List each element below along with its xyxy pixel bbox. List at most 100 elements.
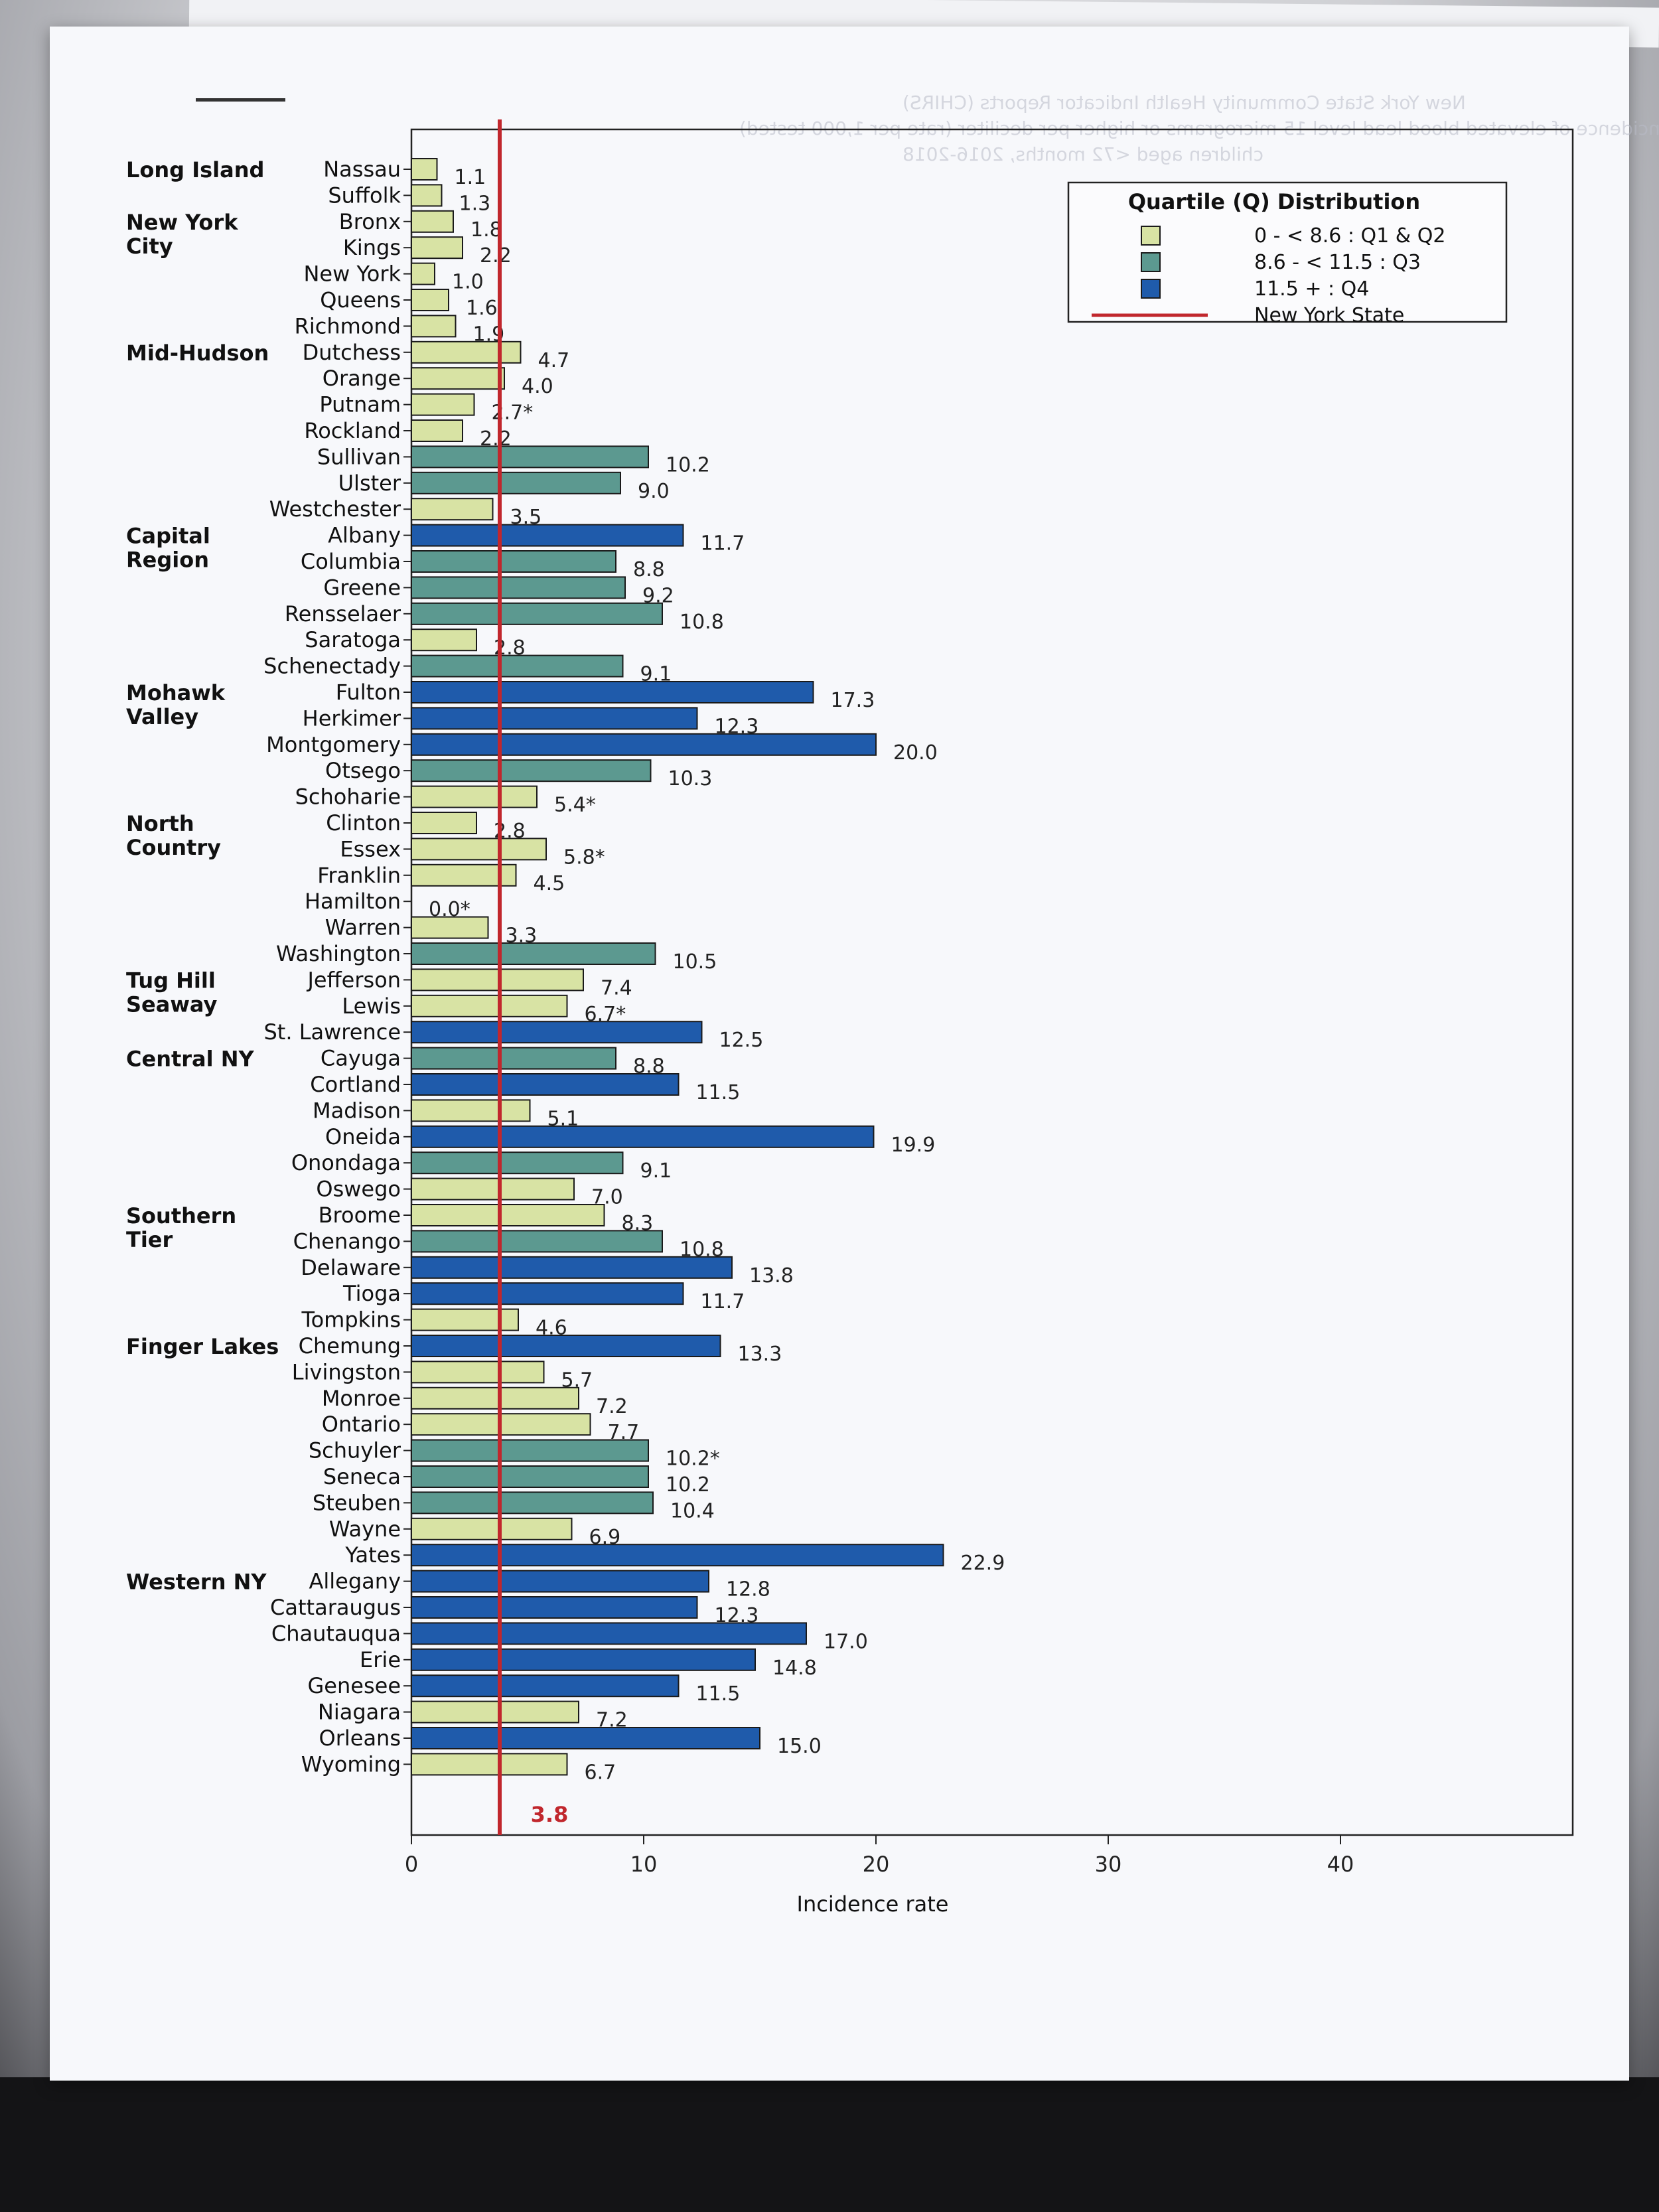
bar-clinton (411, 812, 477, 834)
value-label: 6.7 (585, 1761, 616, 1784)
county-label: Steuben (313, 1490, 401, 1515)
legend-label: New York State (1254, 304, 1404, 327)
bar-cattaraugus (411, 1596, 698, 1619)
region-label: Seaway (126, 992, 218, 1017)
bar-washington (411, 942, 656, 965)
bar-essex (411, 838, 547, 861)
value-label: 1.1 (455, 166, 486, 189)
county-label: Cattaraugus (270, 1595, 401, 1620)
value-label: 12.5 (719, 1029, 764, 1052)
bar-saratoga (411, 628, 477, 652)
region-label: North (126, 811, 194, 836)
bar-allegany (411, 1570, 709, 1593)
value-label: 2.7* (492, 402, 534, 425)
county-label: Richmond (295, 313, 401, 338)
region-label: New York (126, 210, 238, 235)
county-label: Greene (323, 575, 401, 600)
county-label: Nassau (323, 157, 401, 182)
value-label: 5.4* (554, 794, 596, 817)
legend-title: Quartile (Q) Distribution (1128, 189, 1420, 214)
header-dash (196, 98, 285, 102)
county-label: Schenectady (263, 654, 401, 679)
bar-wayne (411, 1517, 573, 1540)
legend-swatch-q4 (1141, 279, 1161, 299)
value-label: 1.8 (470, 218, 502, 242)
legend-label: 11.5 + : Q4 (1254, 277, 1369, 301)
value-label: 1.0 (452, 271, 484, 294)
value-label: 12.8 (726, 1578, 770, 1601)
county-label: Schoharie (295, 784, 401, 810)
county-label: Otsego (325, 758, 401, 783)
value-label: 10.4 (670, 1499, 715, 1522)
bar-broome (411, 1204, 605, 1226)
bar-westchester (411, 498, 494, 521)
region-label: Country (126, 835, 221, 860)
value-label: 11.5 (696, 1081, 741, 1104)
region-label: Valley (126, 704, 198, 729)
bar-yates (411, 1544, 944, 1567)
region-label: Tier (126, 1227, 173, 1252)
region-label: Region (126, 548, 209, 573)
county-label: Albany (328, 523, 401, 548)
region-label: Central NY (126, 1047, 255, 1072)
x-tick-label: 40 (1327, 1852, 1354, 1877)
county-label: St. Lawrence (263, 1019, 401, 1045)
bar-cayuga (411, 1047, 616, 1070)
county-label: Erie (360, 1647, 401, 1672)
county-label: Oswego (316, 1177, 401, 1202)
county-label: Wayne (329, 1516, 401, 1542)
county-label: Allegany (309, 1569, 401, 1594)
value-label: 4.5 (534, 872, 565, 895)
county-label: Orange (323, 366, 401, 391)
bar-orleans (411, 1727, 760, 1749)
county-label: Cayuga (321, 1046, 401, 1071)
bar-chenango (411, 1230, 663, 1253)
bar-rockland (411, 419, 463, 442)
legend-swatch-q12 (1141, 226, 1161, 246)
value-label: 5.8* (563, 846, 605, 869)
county-label: Onondaga (291, 1150, 401, 1175)
county-label: Genesee (308, 1673, 401, 1698)
x-tick-label: 10 (630, 1852, 658, 1877)
county-label: Sullivan (317, 444, 401, 469)
county-label: Tioga (342, 1281, 401, 1306)
bar-oneida (411, 1125, 875, 1148)
county-label: Broome (319, 1203, 401, 1228)
bar-queens (411, 289, 449, 311)
bar-delaware (411, 1256, 733, 1279)
bar-albany (411, 524, 684, 547)
bar-schuyler (411, 1439, 649, 1462)
bar-chemung (411, 1335, 721, 1357)
nys-value-label: 3.8 (531, 1802, 569, 1827)
bar-genesee (411, 1674, 680, 1698)
value-label: 15.0 (777, 1735, 822, 1758)
region-label: City (126, 234, 173, 259)
county-label: Hamilton (305, 889, 401, 914)
bar-columbia (411, 550, 616, 573)
bar-montgomery (411, 733, 877, 756)
county-label: Orleans (319, 1726, 401, 1751)
value-label: 19.9 (891, 1134, 936, 1157)
paper-sheet: New York State Community Health Indicato… (50, 27, 1659, 2081)
value-label: 14.8 (772, 1657, 817, 1680)
county-label: Chenango (293, 1228, 401, 1254)
bar-nassau (411, 158, 438, 181)
county-label: Chautauqua (271, 1621, 401, 1646)
bar-erie (411, 1648, 756, 1671)
county-label: Kings (343, 235, 401, 260)
bar-st-lawrence (411, 1021, 703, 1044)
value-label: 11.7 (701, 1290, 745, 1313)
region-label: Capital (126, 524, 210, 549)
county-label: Ontario (322, 1412, 401, 1437)
x-axis-title: Incidence rate (797, 1891, 949, 1917)
county-label: Cortland (310, 1072, 401, 1097)
county-label: Monroe (322, 1386, 401, 1411)
value-label: 1.6 (466, 297, 498, 320)
county-label: Fulton (336, 680, 401, 705)
region-label: Southern (126, 1203, 236, 1228)
floor-shadow (0, 2077, 1659, 2212)
value-label: 4.7 (538, 349, 570, 372)
bar-niagara (411, 1700, 579, 1724)
county-label: Yates (344, 1542, 401, 1568)
value-label: 7.4 (601, 976, 632, 999)
